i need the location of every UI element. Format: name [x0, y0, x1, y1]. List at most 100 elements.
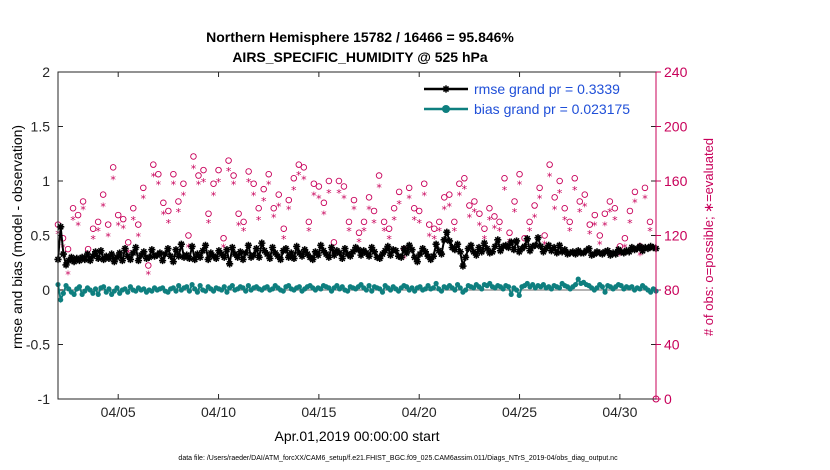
rmse-point — [376, 254, 384, 262]
obs-possible-point — [536, 184, 543, 192]
y-tick-label: -0.5 — [26, 337, 50, 353]
rmse-point — [156, 249, 164, 257]
obs-possible-point — [456, 180, 463, 187]
obs-possible-point — [180, 180, 187, 187]
obs-evaluated-point: * — [537, 192, 543, 205]
obs-possible-point — [451, 218, 458, 226]
rmse-point — [346, 252, 354, 260]
obs-evaluated-point: * — [467, 211, 473, 224]
obs-evaluated-point: * — [406, 192, 412, 205]
y-tick-label: -1 — [38, 391, 51, 407]
y-axis-label: rmse and bias (model - observation) — [9, 125, 25, 349]
obs-evaluated-point: * — [637, 250, 643, 263]
obs-evaluated-point: * — [527, 225, 533, 238]
obs-evaluated-point: * — [131, 214, 137, 227]
obs-evaluated-point: * — [201, 176, 207, 189]
y-tick-label: 0.5 — [31, 228, 51, 244]
obs-evaluated-point: * — [487, 214, 493, 227]
obs-possible-point — [150, 161, 157, 168]
legend-bias-marker — [442, 105, 450, 113]
obs-evaluated-point: * — [211, 190, 217, 203]
obs-evaluated-point: * — [462, 183, 468, 196]
rmse-point — [496, 247, 505, 255]
obs-possible-point — [124, 239, 132, 246]
rmse-point — [191, 255, 199, 264]
rmse-point — [424, 252, 432, 260]
obs-possible-point — [461, 175, 468, 182]
obs-evaluated-point: * — [286, 203, 292, 216]
obs-possible-point — [385, 225, 393, 232]
obs-evaluated-point: * — [572, 184, 578, 197]
bias-point — [452, 287, 458, 293]
obs-possible-point — [170, 170, 177, 178]
rmse-point — [349, 248, 357, 256]
bias-point — [245, 283, 251, 289]
rmse-point — [255, 253, 263, 261]
rmse-point — [462, 253, 470, 261]
rmse-point — [319, 247, 328, 255]
obs-evaluated-point: * — [256, 214, 262, 227]
obs-possible-point — [556, 177, 563, 185]
right-y-tick-label: 40 — [664, 337, 680, 353]
rmse-point — [193, 250, 202, 258]
rmse-point — [276, 255, 285, 264]
bias-point — [90, 290, 96, 296]
obs-possible-point — [486, 204, 493, 212]
rmse-point — [443, 228, 451, 236]
rmse-point — [161, 250, 169, 258]
right-y-axis-ticks: 0 40 80 120 160 200 240 — [656, 64, 688, 407]
bias-point — [516, 292, 522, 299]
rmse-point — [132, 243, 140, 252]
bias-point — [363, 287, 369, 293]
rmse-point — [234, 253, 242, 261]
right-y-tick-label: 80 — [664, 282, 680, 298]
obs-possible-point — [195, 172, 202, 179]
bias-point — [505, 284, 512, 290]
rmse-point — [427, 255, 435, 264]
obs-evaluated-point: * — [597, 239, 603, 252]
bias-point — [463, 287, 469, 293]
bias-point — [513, 287, 520, 293]
rmse-point — [381, 247, 389, 255]
bias-point — [189, 281, 195, 288]
obs-possible-point — [546, 161, 553, 168]
obs-possible-point — [516, 170, 523, 178]
rmse-point — [175, 252, 183, 260]
rmse-point — [571, 250, 580, 258]
rmse-point — [630, 246, 639, 254]
rmse-point — [542, 244, 550, 253]
rmse-point — [322, 250, 330, 258]
obs-possible-point — [190, 153, 197, 160]
obs-evaluated-point: * — [447, 201, 453, 214]
rmse-point — [523, 235, 531, 243]
bias-point — [173, 288, 179, 294]
obs-evaluated-point: * — [311, 190, 317, 203]
rmse-point — [145, 253, 153, 261]
obs-possible-point — [64, 245, 72, 253]
rmse-point — [411, 253, 419, 261]
rmse-point — [362, 249, 370, 257]
obs-possible-point — [135, 221, 142, 228]
chart-title-line-2: AIRS_SPECIFIC_HUMIDITY @ 525 hPa — [232, 49, 488, 65]
obs-evaluated-point: * — [196, 179, 202, 192]
obs-evaluated-point: * — [502, 184, 508, 197]
obs-evaluated-point: * — [452, 225, 458, 238]
rmse-point — [378, 250, 387, 258]
obs-evaluated-point: * — [65, 269, 71, 282]
rmse-point — [596, 249, 604, 257]
rmse-point — [268, 243, 277, 252]
obs-possible-point — [220, 234, 227, 242]
rmse-point — [118, 256, 126, 265]
obs-possible-point — [295, 161, 303, 168]
obs-possible-point — [566, 218, 573, 226]
obs-possible-point — [501, 175, 508, 182]
obs-possible-point — [160, 199, 167, 207]
rmse-point — [81, 255, 89, 264]
bias-point — [508, 291, 514, 297]
obs-evaluated-point: * — [321, 209, 327, 222]
rmse-point — [601, 248, 609, 256]
obs-possible-point — [300, 164, 308, 171]
rmse-point — [134, 256, 143, 265]
rmse-point — [585, 244, 593, 253]
rmse-point — [488, 248, 497, 256]
